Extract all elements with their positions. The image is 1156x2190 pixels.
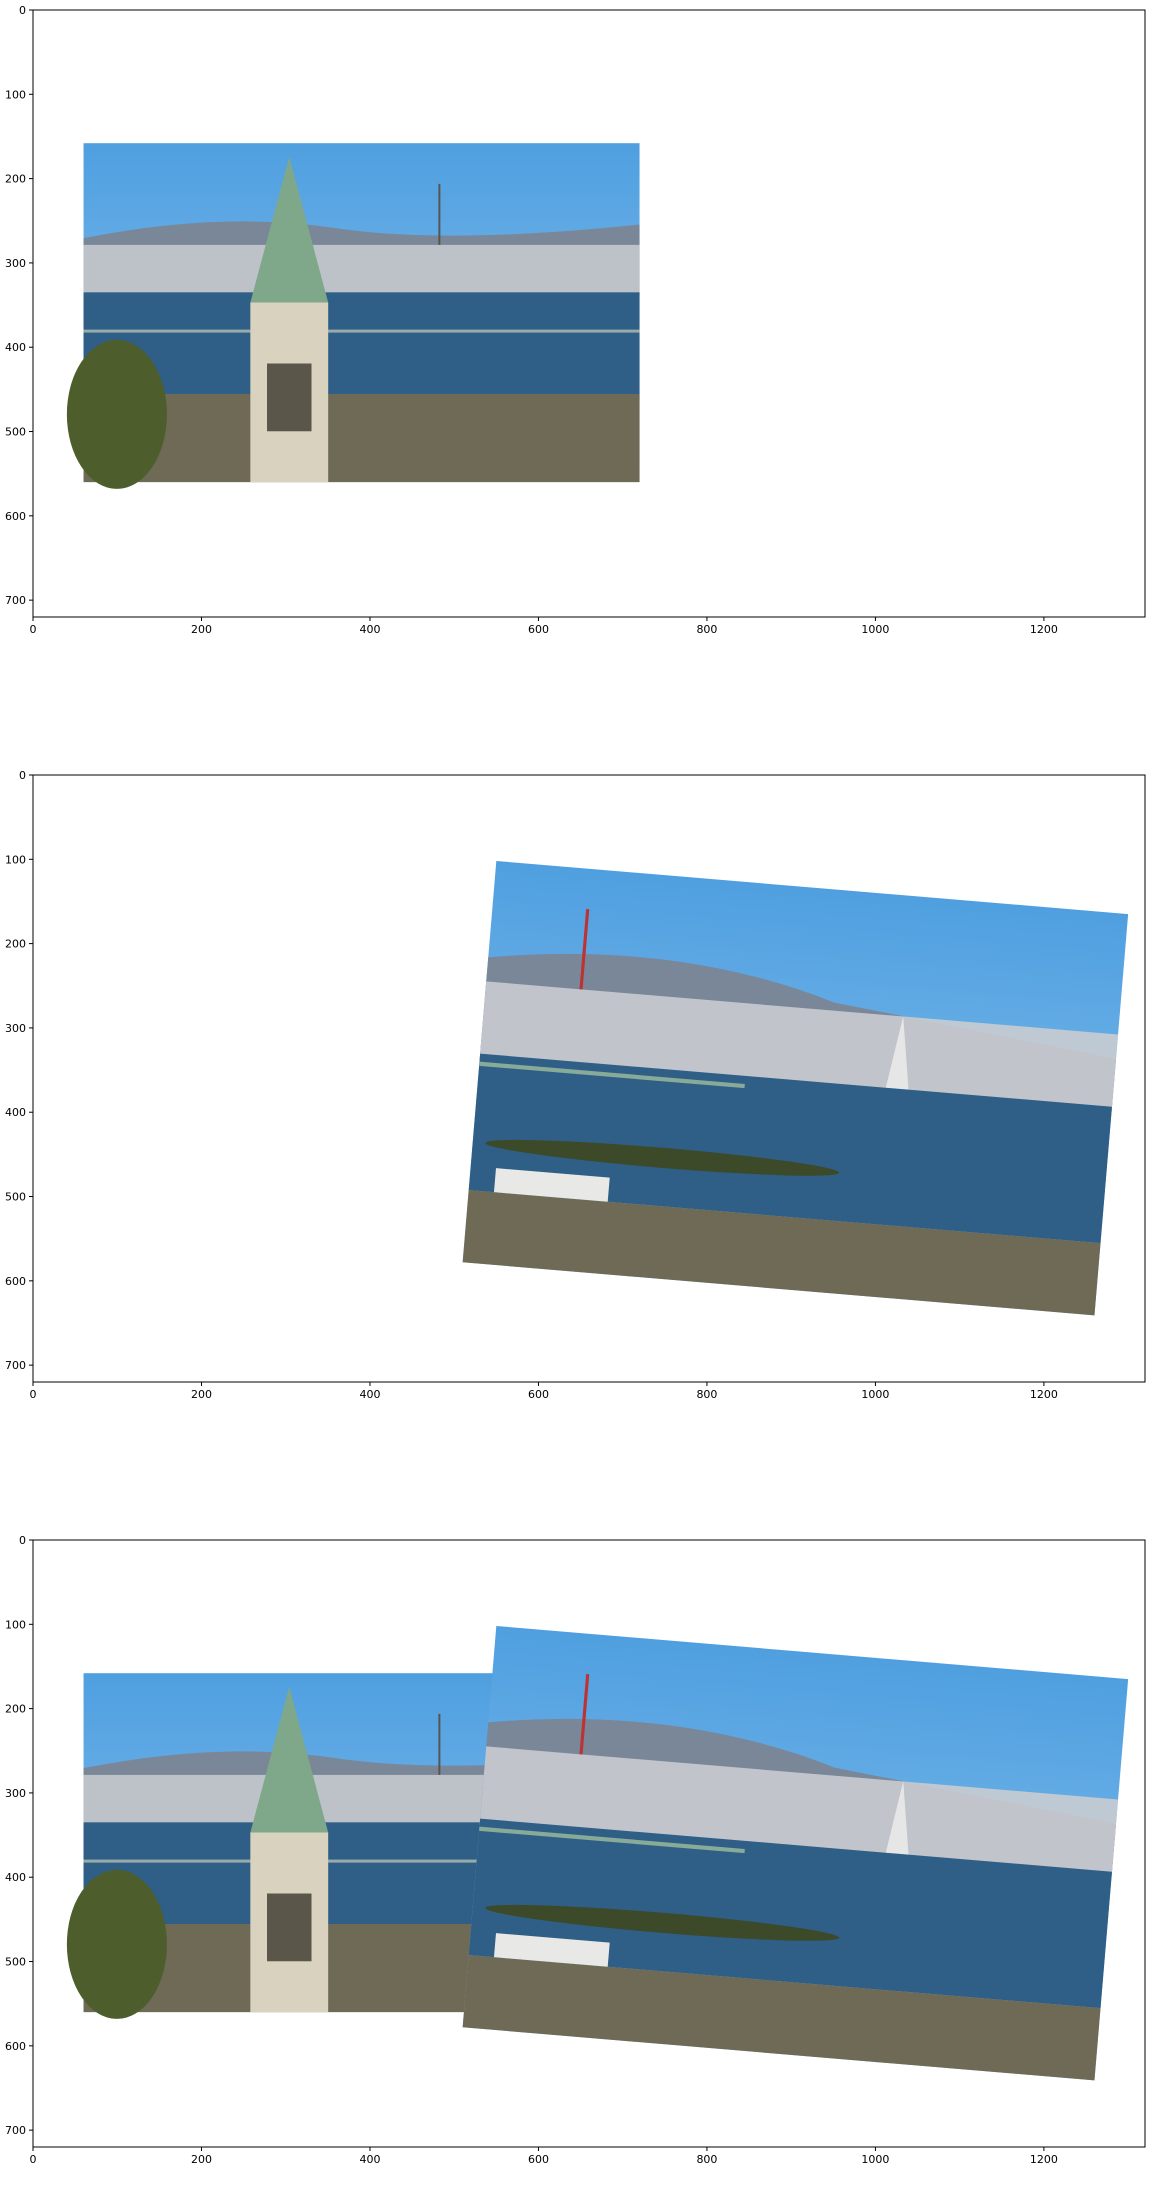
bay-water (83, 292, 640, 401)
pyramid-tower (883, 1781, 910, 1863)
y-tick-label: 300 (5, 1787, 26, 1800)
y-tick-label: 200 (5, 1703, 26, 1716)
y-tick-label: 100 (5, 1618, 26, 1631)
x-tick-label: 800 (696, 623, 717, 636)
y-tick-label: 0 (19, 769, 26, 782)
bay-bridge (479, 1061, 745, 1089)
y-tick-label: 500 (5, 426, 26, 439)
bay-water (468, 1818, 1112, 2009)
x-tick-label: 1200 (1030, 1388, 1058, 1401)
y-tick-label: 700 (5, 2124, 26, 2137)
tower-spire (250, 156, 329, 303)
bay-water (468, 1053, 1112, 1244)
warped-right-image (462, 860, 1129, 1316)
x-tick-label: 0 (30, 2153, 37, 2166)
x-tick-label: 1000 (861, 623, 889, 636)
y-tick-label: 0 (19, 4, 26, 17)
city-skyline (83, 244, 640, 300)
bay-bridge (479, 1826, 745, 1854)
panel-2: 0 200 400 600 800 1000 1200 0 100 200 300 400 500 600… (5, 769, 1146, 1401)
y-tick-label: 500 (5, 1191, 26, 1204)
y-tick-label: 100 (5, 88, 26, 101)
city-skyline (479, 1746, 1119, 1880)
bridge (83, 1859, 640, 1863)
sutro-tower (579, 1673, 590, 1755)
tower-spire (250, 1686, 329, 1833)
x-tick-label: 800 (696, 2153, 717, 2166)
x-tick-label: 600 (528, 623, 549, 636)
x-tick-label: 400 (359, 2153, 380, 2166)
x-tick-label: 200 (191, 2153, 212, 2166)
x-tick-label: 800 (696, 1388, 717, 1401)
city-skyline (479, 981, 1119, 1115)
axes-frame (32, 9, 1146, 618)
panel-3: 0 200 400 600 800 1000 1200 0 100 200 300 400 500 600… (5, 1534, 1146, 2166)
x-tick-label: 1000 (861, 1388, 889, 1401)
x-tick-label: 200 (191, 623, 212, 636)
x-tick-label: 200 (191, 1388, 212, 1401)
y-tick-label: 600 (5, 510, 26, 523)
y-tick-label: 600 (5, 2040, 26, 2053)
panel-1: 0 200 400 600 800 1000 1200 0 100 200 300 400 500 600… (5, 4, 1146, 636)
y-tick-label: 0 (19, 1534, 26, 1547)
y-tick-label: 400 (5, 1106, 26, 1119)
y-tick-label: 400 (5, 1871, 26, 1884)
marina-island (485, 1904, 840, 1941)
y-tick-label: 100 (5, 853, 26, 866)
y-tick-label: 700 (5, 1359, 26, 1372)
y-tick-label: 500 (5, 1956, 26, 1969)
warehouse (493, 1933, 610, 1967)
left-image (66, 143, 640, 489)
tree (66, 339, 167, 489)
y-tick-label: 600 (5, 1275, 26, 1288)
y-tick-label: 400 (5, 341, 26, 354)
shoreline-town (462, 1190, 1101, 1316)
x-tick-label: 400 (359, 1388, 380, 1401)
marina-island (485, 1139, 840, 1176)
shoreline-town (462, 1955, 1101, 2081)
tree (66, 1869, 167, 2019)
shoreline-town (83, 393, 640, 483)
y-tick-label: 200 (5, 938, 26, 951)
x-tick-label: 1200 (1030, 623, 1058, 636)
warehouse (493, 1168, 610, 1202)
x-tick-label: 600 (528, 1388, 549, 1401)
x-tick-label: 0 (30, 1388, 37, 1401)
warped-right-image (462, 1625, 1129, 2081)
pyramid-tower (883, 1016, 910, 1098)
x-tick-label: 600 (528, 2153, 549, 2166)
x-tick-label: 1000 (861, 2153, 889, 2166)
y-tick-label: 300 (5, 257, 26, 270)
sutro-tower (579, 908, 590, 990)
x-tick-label: 0 (30, 623, 37, 636)
x-tick-label: 400 (359, 623, 380, 636)
tower-windows (267, 363, 312, 432)
bridge (83, 329, 640, 333)
y-tick-label: 300 (5, 1022, 26, 1035)
tower-windows (267, 1893, 312, 1962)
y-tick-label: 200 (5, 173, 26, 186)
y-tick-label: 700 (5, 594, 26, 607)
axes-frame (32, 774, 1146, 1383)
axes-frame (32, 1539, 1146, 2148)
x-tick-label: 1200 (1030, 2153, 1058, 2166)
